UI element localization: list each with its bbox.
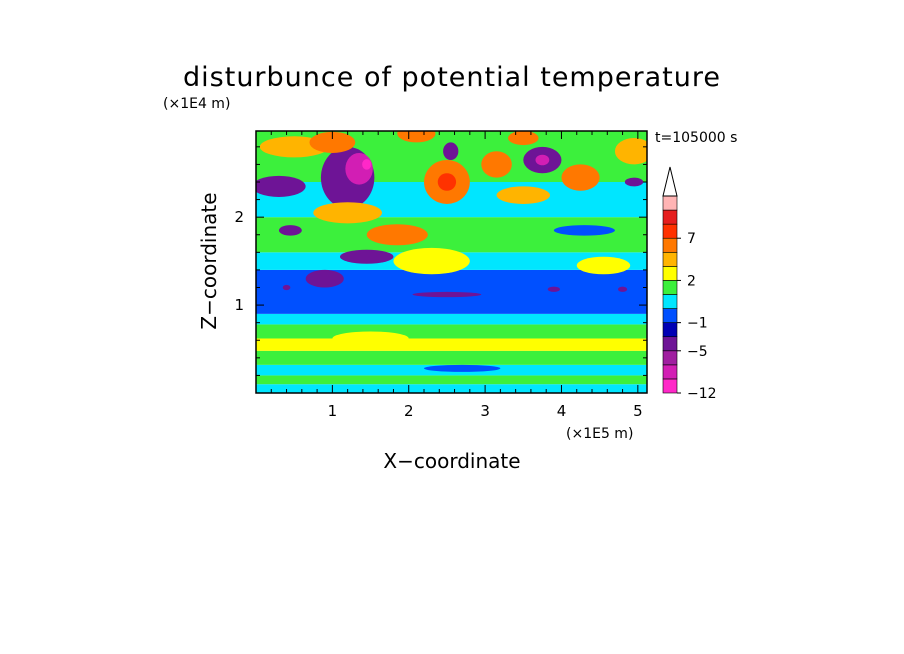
contour-feature-16 [508, 131, 539, 146]
colorbar-swatch [662, 251, 678, 267]
colorbar-swatch [662, 350, 678, 366]
colorbar-swatch [662, 209, 678, 225]
colorbar-swatch [662, 280, 678, 295]
colorbar-swatch [662, 223, 678, 239]
colorbar-swatch [662, 294, 678, 309]
colorbar-label: 7 [687, 231, 696, 247]
contour-band-0 [256, 384, 647, 393]
colorbar-swatch [662, 308, 678, 323]
colorbar: −12−5−127 [662, 166, 717, 402]
z-axis-label: Z−coordinate [197, 192, 221, 329]
x-tick-label: 5 [633, 402, 643, 420]
plot-frame [255, 130, 648, 394]
x-axis-label: X−coordinate [383, 449, 520, 473]
contour-feature-26 [412, 291, 482, 298]
colorbar-label: −1 [687, 316, 708, 332]
colorbar-swatch [662, 237, 678, 253]
z-tick-labels: 12 [234, 208, 244, 314]
contour-band-6 [256, 313, 647, 325]
x-tick-label: 3 [480, 402, 490, 420]
contour-feature-28 [617, 286, 628, 292]
chart-title: disturbunce of potential temperature [183, 62, 721, 93]
z-tick-label: 1 [234, 296, 244, 314]
contour-feature-12 [437, 173, 457, 191]
contour-band-1 [256, 375, 647, 385]
contour-feature-7 [366, 224, 428, 246]
x-tick-labels: 1 2 3 4 5 [328, 402, 643, 420]
colorbar-swatch [662, 266, 678, 281]
x-unit-label: (×1E5 m) [566, 426, 633, 442]
colorbar-label: −12 [687, 386, 717, 402]
contour-feature-21 [614, 138, 647, 165]
contour-feature-10 [278, 225, 302, 236]
contour-band-5 [256, 324, 647, 339]
colorbar-swatch [662, 336, 678, 352]
contour-field [256, 131, 647, 393]
contour-band-3 [256, 350, 647, 365]
colorbar-extend-arrow [662, 166, 678, 197]
contour-feature-18 [535, 154, 550, 166]
contour-feature-20 [496, 186, 551, 204]
contour-feature-13 [443, 142, 459, 161]
colorbar-label: −5 [687, 344, 708, 360]
contour-feature-5 [309, 131, 356, 153]
time-label: t=105000 s [655, 130, 737, 146]
colorbar-label: 2 [687, 273, 696, 289]
axis-ticks [256, 131, 647, 393]
contour-feature-9 [305, 269, 344, 288]
z-unit-label: (×1E4 m) [163, 96, 230, 112]
contour-feature-23 [553, 225, 615, 236]
contour-feature-19 [561, 164, 600, 191]
contour-feature-22 [624, 177, 644, 187]
contour-feature-6 [313, 202, 383, 224]
colorbar-swatch [662, 378, 678, 394]
contour-feature-27 [547, 286, 560, 292]
colorbar-swatch [662, 322, 678, 338]
colorbar-swatch [662, 364, 678, 380]
contour-band-4 [256, 338, 647, 351]
contour-feature-14 [397, 131, 436, 143]
x-tick-label: 1 [328, 402, 338, 420]
contour-feature-30 [424, 364, 501, 372]
contour-feature-15 [481, 151, 512, 178]
x-tick-label: 4 [557, 402, 567, 420]
contour-feature-29 [282, 284, 291, 291]
colorbar-swatch [662, 195, 678, 211]
contour-feature-25 [576, 256, 631, 275]
contour-feature-31 [332, 331, 409, 346]
contour-feature-1 [256, 175, 306, 197]
plot-area [255, 130, 648, 394]
x-tick-label: 2 [404, 402, 414, 420]
contour-feature-4 [362, 159, 372, 170]
contour-feature-8 [340, 249, 394, 264]
contour-feature-24 [393, 247, 470, 275]
z-tick-label: 2 [234, 208, 244, 226]
